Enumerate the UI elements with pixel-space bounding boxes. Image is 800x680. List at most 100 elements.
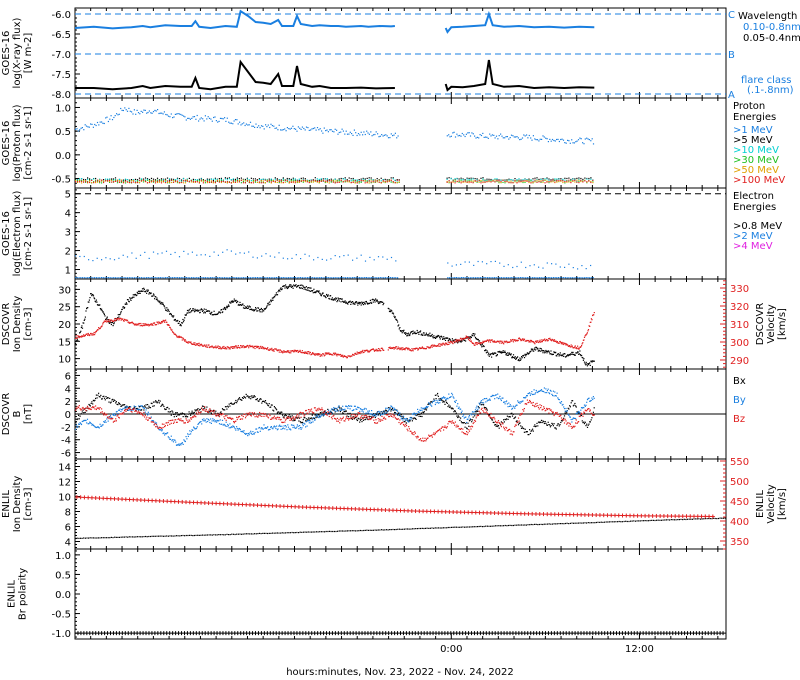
data-point: [572, 178, 574, 180]
data-point: [146, 178, 149, 180]
data-point: [263, 310, 265, 312]
data-point: [210, 118, 212, 120]
data-point: [390, 177, 392, 179]
data-point: [130, 179, 133, 181]
data-point: [339, 411, 341, 413]
data-point: [413, 332, 415, 334]
xray-series-line: [444, 10, 595, 34]
data-point: [200, 343, 202, 345]
data-point: [140, 322, 142, 325]
data-point: [373, 259, 375, 261]
data-point: [185, 277, 187, 279]
data-point: [524, 135, 526, 137]
data-point: [455, 341, 457, 343]
data-point: [254, 396, 256, 398]
data-point: [326, 353, 328, 355]
data-point: [516, 357, 518, 359]
data-point: [225, 308, 227, 311]
data-point: [579, 354, 582, 356]
data-point: [161, 404, 163, 406]
data-point: [234, 119, 237, 121]
data-point: [494, 179, 496, 181]
data-point: [486, 263, 488, 265]
data-point: [229, 347, 231, 349]
data-point: [288, 285, 290, 287]
data-point: [311, 353, 313, 355]
data-point: [544, 352, 546, 354]
data-point: [176, 178, 179, 180]
data-point: [296, 417, 298, 419]
data-point: [334, 255, 336, 257]
data-point: [318, 414, 320, 416]
data-point: [252, 178, 254, 180]
data-point: [210, 178, 212, 180]
data-point: [448, 134, 450, 136]
data-point: [360, 302, 362, 304]
data-point: [377, 277, 380, 279]
data-point: [259, 311, 261, 313]
data-point: [104, 315, 106, 317]
data-point: [218, 120, 220, 122]
data-point: [156, 181, 159, 184]
data-point: [129, 406, 131, 408]
data-point: [188, 180, 190, 183]
data-point: [222, 180, 224, 183]
data-point: [237, 399, 239, 401]
data-point: [439, 338, 441, 340]
data-point: [305, 277, 307, 279]
data-point: [222, 409, 224, 411]
data-point: [328, 353, 331, 356]
data-point: [372, 298, 374, 300]
data-point: [548, 178, 550, 180]
data-point: [304, 352, 306, 354]
data-point: [510, 339, 512, 341]
data-point: [204, 311, 206, 313]
data-point: [332, 354, 334, 356]
data-point: [109, 258, 111, 260]
data-point: [305, 286, 307, 288]
data-point: [299, 417, 301, 419]
data-point: [481, 342, 483, 344]
data-point: [485, 349, 487, 351]
data-point: [312, 277, 314, 279]
data-point: [350, 277, 352, 279]
data-point: [181, 339, 183, 341]
data-point: [334, 299, 336, 301]
data-point: [530, 350, 532, 352]
data-point: [574, 354, 576, 356]
data-point: [362, 349, 364, 351]
data-point: [372, 301, 374, 303]
data-point: [305, 289, 307, 291]
data-point: [128, 181, 131, 184]
data-point: [290, 286, 292, 288]
data-point: [323, 127, 325, 129]
data-point: [210, 181, 212, 183]
data-point: [87, 126, 89, 128]
data-point: [255, 308, 257, 310]
data-point: [140, 110, 142, 112]
data-point: [156, 402, 158, 404]
data-point: [321, 411, 323, 413]
data-point: [468, 181, 470, 183]
data-point: [198, 181, 200, 183]
data-point: [189, 308, 191, 310]
data-point: [322, 132, 324, 134]
data-point: [221, 408, 224, 410]
data-point: [550, 350, 552, 352]
data-point: [243, 252, 245, 254]
data-point: [296, 277, 298, 279]
data-point: [532, 277, 534, 279]
data-point: [253, 345, 256, 347]
data-point: [78, 337, 80, 339]
data-point: [109, 402, 112, 404]
data-point: [200, 254, 202, 256]
data-point: [219, 117, 222, 119]
data-point: [92, 399, 94, 401]
data-point: [551, 277, 553, 279]
data-point: [220, 177, 222, 179]
data-point: [269, 126, 271, 129]
data-point: [89, 180, 91, 182]
data-point: [228, 178, 230, 180]
data-point: [516, 277, 518, 279]
data-point: [164, 180, 167, 183]
